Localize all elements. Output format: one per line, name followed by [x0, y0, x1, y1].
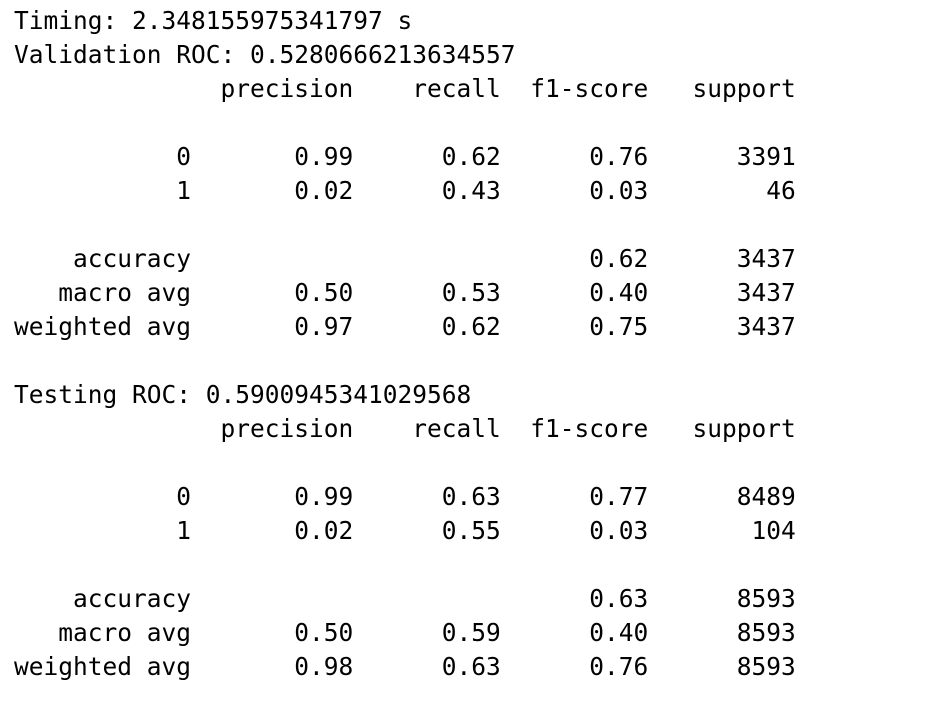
validation-macro-avg-row: macro avg 0.50 0.53 0.40 3437	[14, 278, 796, 307]
validation-roc-line: Validation ROC: 0.5280666213634557	[14, 40, 516, 69]
timing-line: Timing: 2.348155975341797 s	[14, 6, 413, 35]
testing-macro-avg-row: macro avg 0.50 0.59 0.40 8593	[14, 618, 796, 647]
validation-header-row: precision recall f1-score support	[14, 74, 796, 103]
testing-accuracy-row: accuracy 0.63 8593	[14, 584, 796, 613]
validation-weighted-avg-row: weighted avg 0.97 0.62 0.75 3437	[14, 312, 796, 341]
validation-accuracy-row: accuracy 0.62 3437	[14, 244, 796, 273]
testing-header-row: precision recall f1-score support	[14, 414, 796, 443]
testing-weighted-avg-row: weighted avg 0.98 0.63 0.76 8593	[14, 652, 796, 681]
validation-class-1-row: 1 0.02 0.43 0.03 46	[14, 176, 796, 205]
testing-class-1-row: 1 0.02 0.55 0.03 104	[14, 516, 796, 545]
testing-roc-line: Testing ROC: 0.5900945341029568	[14, 380, 472, 409]
testing-class-0-row: 0 0.99 0.63 0.77 8489	[14, 482, 796, 511]
validation-class-0-row: 0 0.99 0.62 0.76 3391	[14, 142, 796, 171]
